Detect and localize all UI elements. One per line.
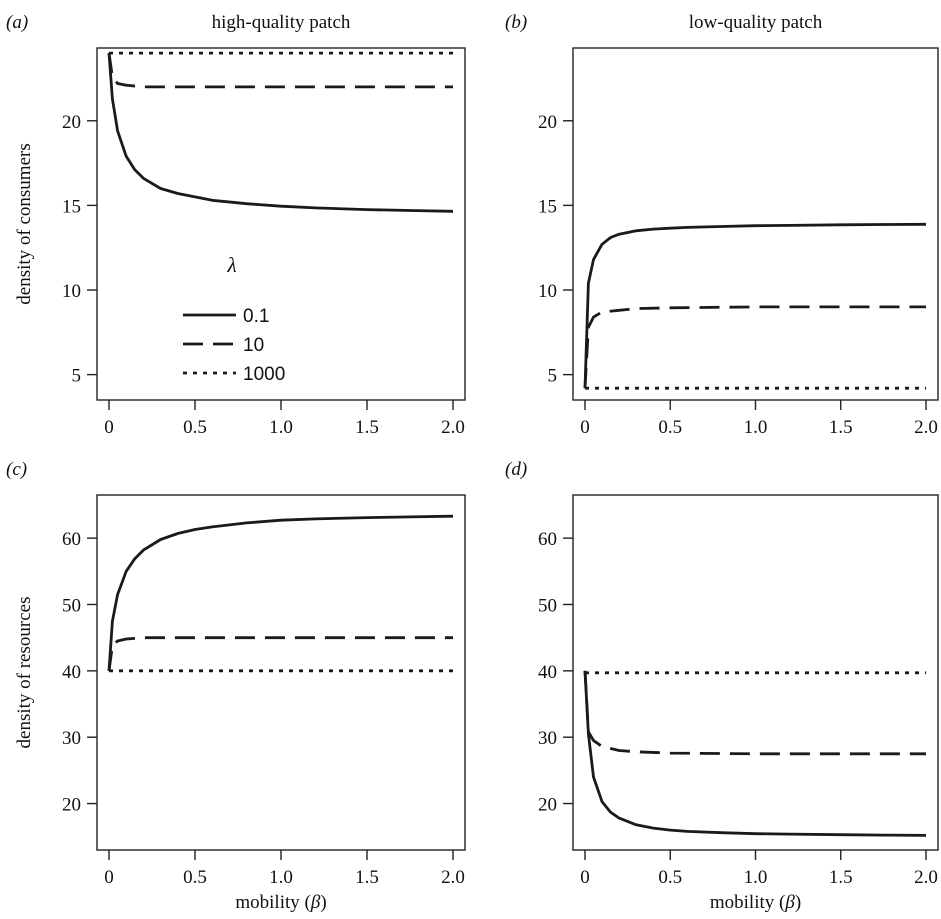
x-tick-label: 1.5 [829,867,853,888]
legend-label: 0.1 [243,306,269,327]
series-line-10 [107,636,453,671]
y-tick-label: 5 [548,366,558,387]
x-tick-label: 1.0 [269,867,293,888]
legend: λ 0.1 10 1000 [183,253,285,385]
x-tick-label: 1.5 [355,417,379,438]
series-line-10 [107,52,453,89]
y-tick-label: 20 [62,795,81,816]
y-tick-label: 5 [72,366,82,387]
y-tick-label: 50 [538,595,557,616]
plot-frame [96,47,466,401]
series-line-10 [583,305,926,389]
panel-a: (a) high-quality patch 0 0.5 1.0 1.5 2.0 5 10 15 2… [6,12,466,438]
y-tick-label: 60 [62,529,81,550]
panel-b: (b) low-quality patch 0 0.5 1.0 1.5 2.0 5 10 15 20 [505,12,939,438]
y-axis-label: density of resources [14,597,35,749]
x-tick-label: 0 [580,867,590,888]
panel-d: (d) 0 0.5 1.0 1.5 2.0 20 30 40 50 60 mobility (β) [505,459,939,913]
x-tick-label: 0.5 [183,867,207,888]
y-tick-label: 20 [538,112,557,133]
x-tick-label: 0 [580,417,590,438]
y-tick-label: 40 [538,662,557,683]
x-axis-label: mobility (β) [710,892,801,913]
y-tick-label: 10 [62,281,81,302]
legend-label: 10 [243,335,264,356]
x-tick-label: 1.5 [829,417,853,438]
y-tick-label: 60 [538,529,557,550]
panel-label: (c) [6,459,27,480]
y-tick-label: 50 [62,595,81,616]
series-line-0.1 [107,52,454,213]
x-tick-label: 1.0 [269,417,293,438]
panel-label: (d) [505,459,527,480]
x-tick-label: 2.0 [441,417,465,438]
y-tick-label: 20 [538,795,557,816]
x-tick-label: 2.0 [441,867,465,888]
series-line-0.1 [583,670,927,837]
plot-frame [96,494,466,851]
y-tick-label: 10 [538,281,557,302]
y-tick-label: 30 [62,728,81,749]
x-axis-label: mobility (β) [235,892,326,913]
x-tick-label: 0.5 [658,417,682,438]
y-axis-label: density of consumers [14,143,35,304]
panel-label: (a) [6,12,28,33]
y-tick-label: 15 [62,196,81,217]
x-tick-label: 1.0 [744,417,768,438]
x-tick-label: 1.0 [744,867,768,888]
panel-title: low-quality patch [689,12,823,33]
x-tick-label: 1.5 [355,867,379,888]
y-tick-label: 40 [62,662,81,683]
panel-c: (c) 0 0.5 1.0 1.5 2.0 20 30 40 50 60 density of res… [6,459,466,913]
x-tick-label: 2.0 [914,867,938,888]
x-tick-label: 0 [104,417,114,438]
legend-label: 1000 [243,364,285,385]
panel-label: (b) [505,12,527,33]
series-line-0.1 [107,514,454,671]
x-tick-label: 0 [104,867,114,888]
series-line-10 [583,670,926,756]
y-tick-label: 30 [538,728,557,749]
x-tick-label: 0.5 [183,417,207,438]
legend-title: λ [226,253,236,277]
panel-title: high-quality patch [212,12,351,33]
series-line-0.1 [583,222,927,389]
x-tick-label: 0.5 [658,867,682,888]
y-tick-label: 20 [62,112,81,133]
x-tick-label: 2.0 [914,417,938,438]
y-tick-label: 15 [538,196,557,217]
